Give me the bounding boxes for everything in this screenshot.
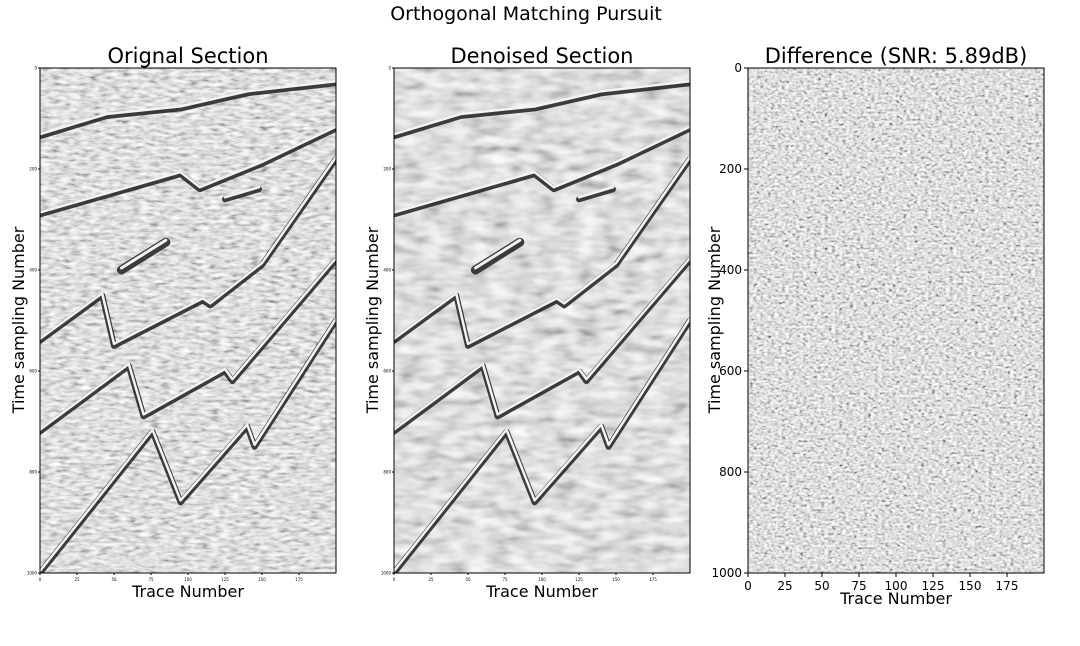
x-tick-label: 150 (959, 579, 982, 593)
reflection-trough-2 (576, 186, 616, 203)
reflection-trough-5 (40, 256, 336, 435)
reflection-peak-5 (40, 256, 336, 431)
figure-title: Orthogonal Matching Pursuit (390, 3, 662, 25)
y-tick-label: 1000 (27, 571, 38, 576)
y-tick-label: 600 (29, 369, 37, 374)
x-tick-label: 0 (744, 579, 752, 593)
y-tick-label: 800 (29, 470, 37, 475)
x-tick-label: 100 (538, 577, 546, 582)
x-axis-label: Trace Number (131, 582, 244, 601)
panel-original: Orignal Section 0 25 50 75 100 125 150 175 0 200… (9, 44, 337, 601)
x-tick-label: 50 (814, 579, 829, 593)
x-tick-label: 125 (221, 577, 229, 582)
reflection-peak-6 (40, 317, 336, 573)
x-axis: 0 25 50 75 100 125 150 175 (744, 573, 1018, 593)
reflection-trough-0 (40, 80, 336, 140)
x-tick-label: 50 (465, 577, 471, 582)
x-tick-label: 125 (575, 577, 583, 582)
reflection-peak-0 (394, 79, 690, 136)
reflection-trough-1 (394, 125, 690, 218)
y-tick-label: 200 (383, 167, 391, 172)
residual-image (748, 68, 1044, 573)
x-tick-label: 75 (851, 579, 866, 593)
reflection-peak-6 (394, 317, 690, 573)
panel-difference: Difference (SNR: 5.89dB) 0 25 50 75 100 125 15… (705, 44, 1045, 608)
y-tick-label: 1000 (711, 566, 742, 580)
x-tick-label: 25 (428, 577, 434, 582)
x-tick-label: 150 (258, 577, 266, 582)
y-axis: 0 200 400 600 800 1000 (27, 66, 40, 576)
panel-title: Orignal Section (107, 44, 268, 68)
y-tick-label: 1000 (381, 571, 392, 576)
x-axis-label: Trace Number (839, 589, 952, 608)
reflection-trough-2 (222, 186, 262, 203)
x-tick-label: 25 (74, 577, 80, 582)
reflection-peak-3 (119, 238, 168, 270)
y-axis-label: Time sampling Number (9, 226, 28, 414)
y-tick-label: 0 (734, 61, 742, 75)
panel-title: Denoised Section (451, 44, 634, 68)
y-tick-label: 400 (719, 263, 742, 277)
x-tick-label: 175 (295, 577, 303, 582)
x-tick-label: 100 (184, 577, 192, 582)
reflections-layer (394, 79, 690, 573)
x-axis: 0 25 50 75 100 125 150 175 (39, 573, 303, 582)
x-tick-label: 50 (111, 577, 117, 582)
reflection-trough-3 (470, 237, 525, 275)
x-tick-label: 100 (885, 579, 908, 593)
reflection-peak-2 (577, 185, 615, 199)
x-tick-label: 25 (777, 579, 792, 593)
y-tick-label: 600 (383, 369, 391, 374)
y-tick-label: 200 (29, 167, 37, 172)
x-tick-label: 0 (39, 577, 42, 582)
panel-denoised: Denoised Section 0 25 50 75 100 125 150 175 0 20… (363, 44, 691, 601)
x-tick-label: 75 (148, 577, 154, 582)
reflection-peak-2 (223, 185, 261, 199)
x-tick-label: 125 (922, 579, 945, 593)
reflection-trough-1 (40, 125, 336, 218)
y-tick-label: 400 (383, 268, 391, 273)
reflection-trough-3 (116, 237, 171, 275)
x-tick-label: 175 (649, 577, 657, 582)
reflection-trough-0 (394, 80, 690, 140)
x-tick-label: 175 (996, 579, 1019, 593)
x-tick-label: 0 (393, 577, 396, 582)
reflection-peak-1 (394, 125, 690, 214)
reflection-peak-1 (40, 125, 336, 214)
x-tick-label: 75 (502, 577, 508, 582)
x-axis-label: Trace Number (485, 582, 598, 601)
reflection-peak-0 (40, 79, 336, 136)
reflections-layer (40, 79, 336, 573)
y-axis-label: Time sampling Number (363, 226, 382, 414)
reflection-peak-4 (394, 155, 690, 346)
y-tick-label: 800 (719, 465, 742, 479)
y-tick-label: 0 (34, 66, 37, 71)
y-tick-label: 800 (383, 470, 391, 475)
x-axis: 0 25 50 75 100 125 150 175 (393, 573, 657, 582)
y-tick-label: 600 (719, 364, 742, 378)
x-tick-label: 150 (612, 577, 620, 582)
y-tick-label: 0 (388, 66, 391, 71)
reflection-peak-3 (473, 238, 522, 270)
y-axis: 0 200 400 600 800 1000 (381, 66, 394, 576)
y-axis: 0 200 400 600 800 1000 (711, 61, 748, 580)
reflection-peak-5 (394, 256, 690, 431)
panel-title: Difference (SNR: 5.89dB) (765, 44, 1028, 68)
y-tick-label: 200 (719, 162, 742, 176)
reflection-trough-5 (394, 256, 690, 435)
reflection-peak-4 (40, 155, 336, 346)
y-tick-label: 400 (29, 268, 37, 273)
y-axis-label: Time sampling Number (705, 226, 724, 414)
